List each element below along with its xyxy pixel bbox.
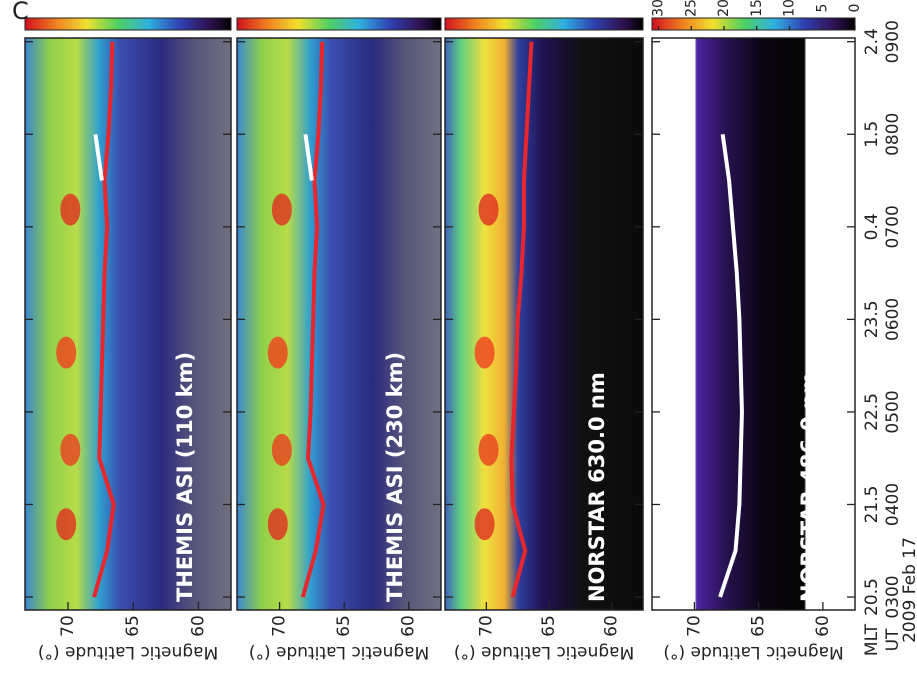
date-label: 2009 Feb 17 [900,537,917,643]
colorbar-tick-label: 25 [683,0,699,17]
panel-annotation: NORSTAR 486.0 nm [797,372,821,602]
mlt-tick-label: 1.5 [862,121,882,148]
panel-annotation: THEMIS ASI (110 km) [173,352,197,602]
mlt-tick-label: 2.4 [862,28,882,55]
panel-annotation: THEMIS ASI (230 km) [383,352,407,602]
panel-frame [24,37,232,611]
ut-tick-label: 0700 [883,205,903,248]
y-axis-label: Magnetic Latitude (°) [454,642,634,662]
emission-patch [474,336,495,369]
emission-patch [60,433,81,466]
y-tick-label: 60 [602,615,622,637]
ut-tick-label: 0800 [883,113,903,156]
y-axis-label: Magnetic Latitude (°) [249,642,429,662]
mlt-tick-label: 20.5 [862,578,882,616]
colorbar-tick-label: 30 [651,0,667,17]
y-axis-label: Magnetic Latitude (°) [663,642,843,662]
panel-annotation: NORSTAR 630.0 nm [585,372,609,602]
colorbar-tick-label: 0 [847,4,863,13]
boundary-line [718,133,744,598]
colorbar [24,17,232,31]
y-tick-label: 70 [58,615,78,637]
boundary-line [92,41,116,598]
ut-tick-label: 0300 [883,575,903,618]
boundary-line [509,41,534,598]
y-tick-label: 60 [399,615,419,637]
emission-patch [478,433,499,466]
boundary-line [300,41,326,598]
panel-frame [651,37,856,611]
y-axis-label: Magnetic Latitude (°) [38,642,218,662]
panel-frame [444,37,644,611]
mlt-tick-label: 23.5 [862,300,882,338]
emission-patch [267,508,288,541]
ut-tick-label: 0900 [883,20,903,63]
emission-patch [271,193,292,226]
keogram-image [652,38,855,610]
y-tick-label: 70 [684,615,704,637]
keogram-image [25,38,231,610]
ut-tick-label: 0400 [883,483,903,526]
y-tick-label: 60 [813,615,833,637]
colorbar-tick-label: 20 [716,0,732,17]
y-tick-label: 70 [270,615,290,637]
boundary-line [303,133,314,181]
emission-patch [271,433,292,466]
colorbar-tick-label: 15 [749,0,765,17]
colorbar [444,17,644,31]
y-tick-label: 60 [188,615,208,637]
emission-patch [56,336,77,369]
emission-patch [474,508,495,541]
mlt-axis-label: MLT [862,623,882,656]
emission-patch [60,193,81,226]
mlt-tick-label: 21.5 [862,486,882,524]
keogram-image [237,38,441,610]
y-tick-label: 70 [476,615,496,637]
emission-patch [267,336,288,369]
colorbar [236,17,442,31]
colorbar-tick-label: 5 [814,4,830,13]
colorbar-tick-label: 10 [782,0,798,17]
emission-patch [478,193,499,226]
emission-patch [56,508,77,541]
ut-tick-label: 0600 [883,298,903,341]
mlt-tick-label: 22.5 [862,393,882,431]
colorbar [651,17,856,31]
mlt-tick-label: 0.4 [862,213,882,240]
y-tick-label: 65 [539,615,559,637]
y-tick-label: 65 [123,615,143,637]
ut-axis-label: UT [883,628,903,651]
y-tick-label: 65 [749,615,769,637]
panel-frame [236,37,442,611]
ut-tick-label: 0500 [883,390,903,433]
boundary-line [93,133,104,181]
y-tick-label: 65 [334,615,354,637]
